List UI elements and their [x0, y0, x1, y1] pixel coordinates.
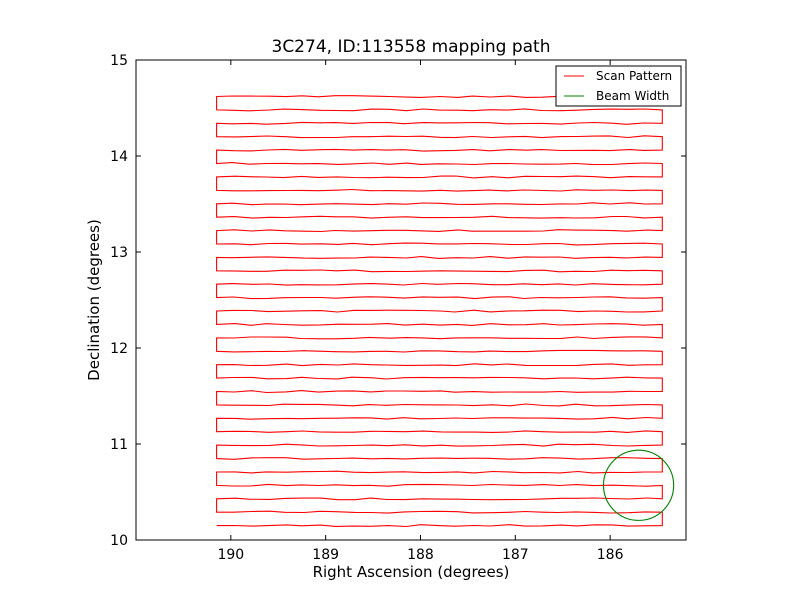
x-tick-label: 188	[407, 547, 434, 563]
scan-pattern-line	[216, 94, 663, 528]
x-tick-label: 190	[217, 547, 244, 563]
plot-area	[216, 94, 675, 528]
legend-label-beam-width: Beam Width	[596, 89, 669, 103]
x-tick-label: 189	[312, 547, 339, 563]
axes-frame	[135, 59, 687, 541]
y-tick-label: 12	[110, 341, 128, 357]
x-tick-label: 186	[597, 547, 624, 563]
y-tick-label: 10	[110, 533, 128, 549]
y-tick-label: 11	[110, 437, 128, 453]
legend-box	[555, 65, 682, 107]
y-tick-label: 14	[110, 149, 128, 165]
legend-label-scan-pattern: Scan Pattern	[596, 69, 672, 83]
y-axis-title: Declination (degrees)	[85, 219, 103, 381]
beam-width-circle	[602, 449, 675, 521]
y-tick-label: 13	[110, 245, 128, 261]
axis-ticks: 190 189 188 187 186 10 11 12 13 14 15	[110, 53, 686, 563]
x-tick-label: 187	[502, 547, 529, 563]
chart-title: 3C274, ID:113558 mapping path	[272, 37, 551, 57]
y-tick-label: 15	[110, 53, 128, 69]
x-axis-title: Right Ascension (degrees)	[313, 563, 510, 581]
legend: Scan Pattern Beam Width	[555, 65, 682, 107]
